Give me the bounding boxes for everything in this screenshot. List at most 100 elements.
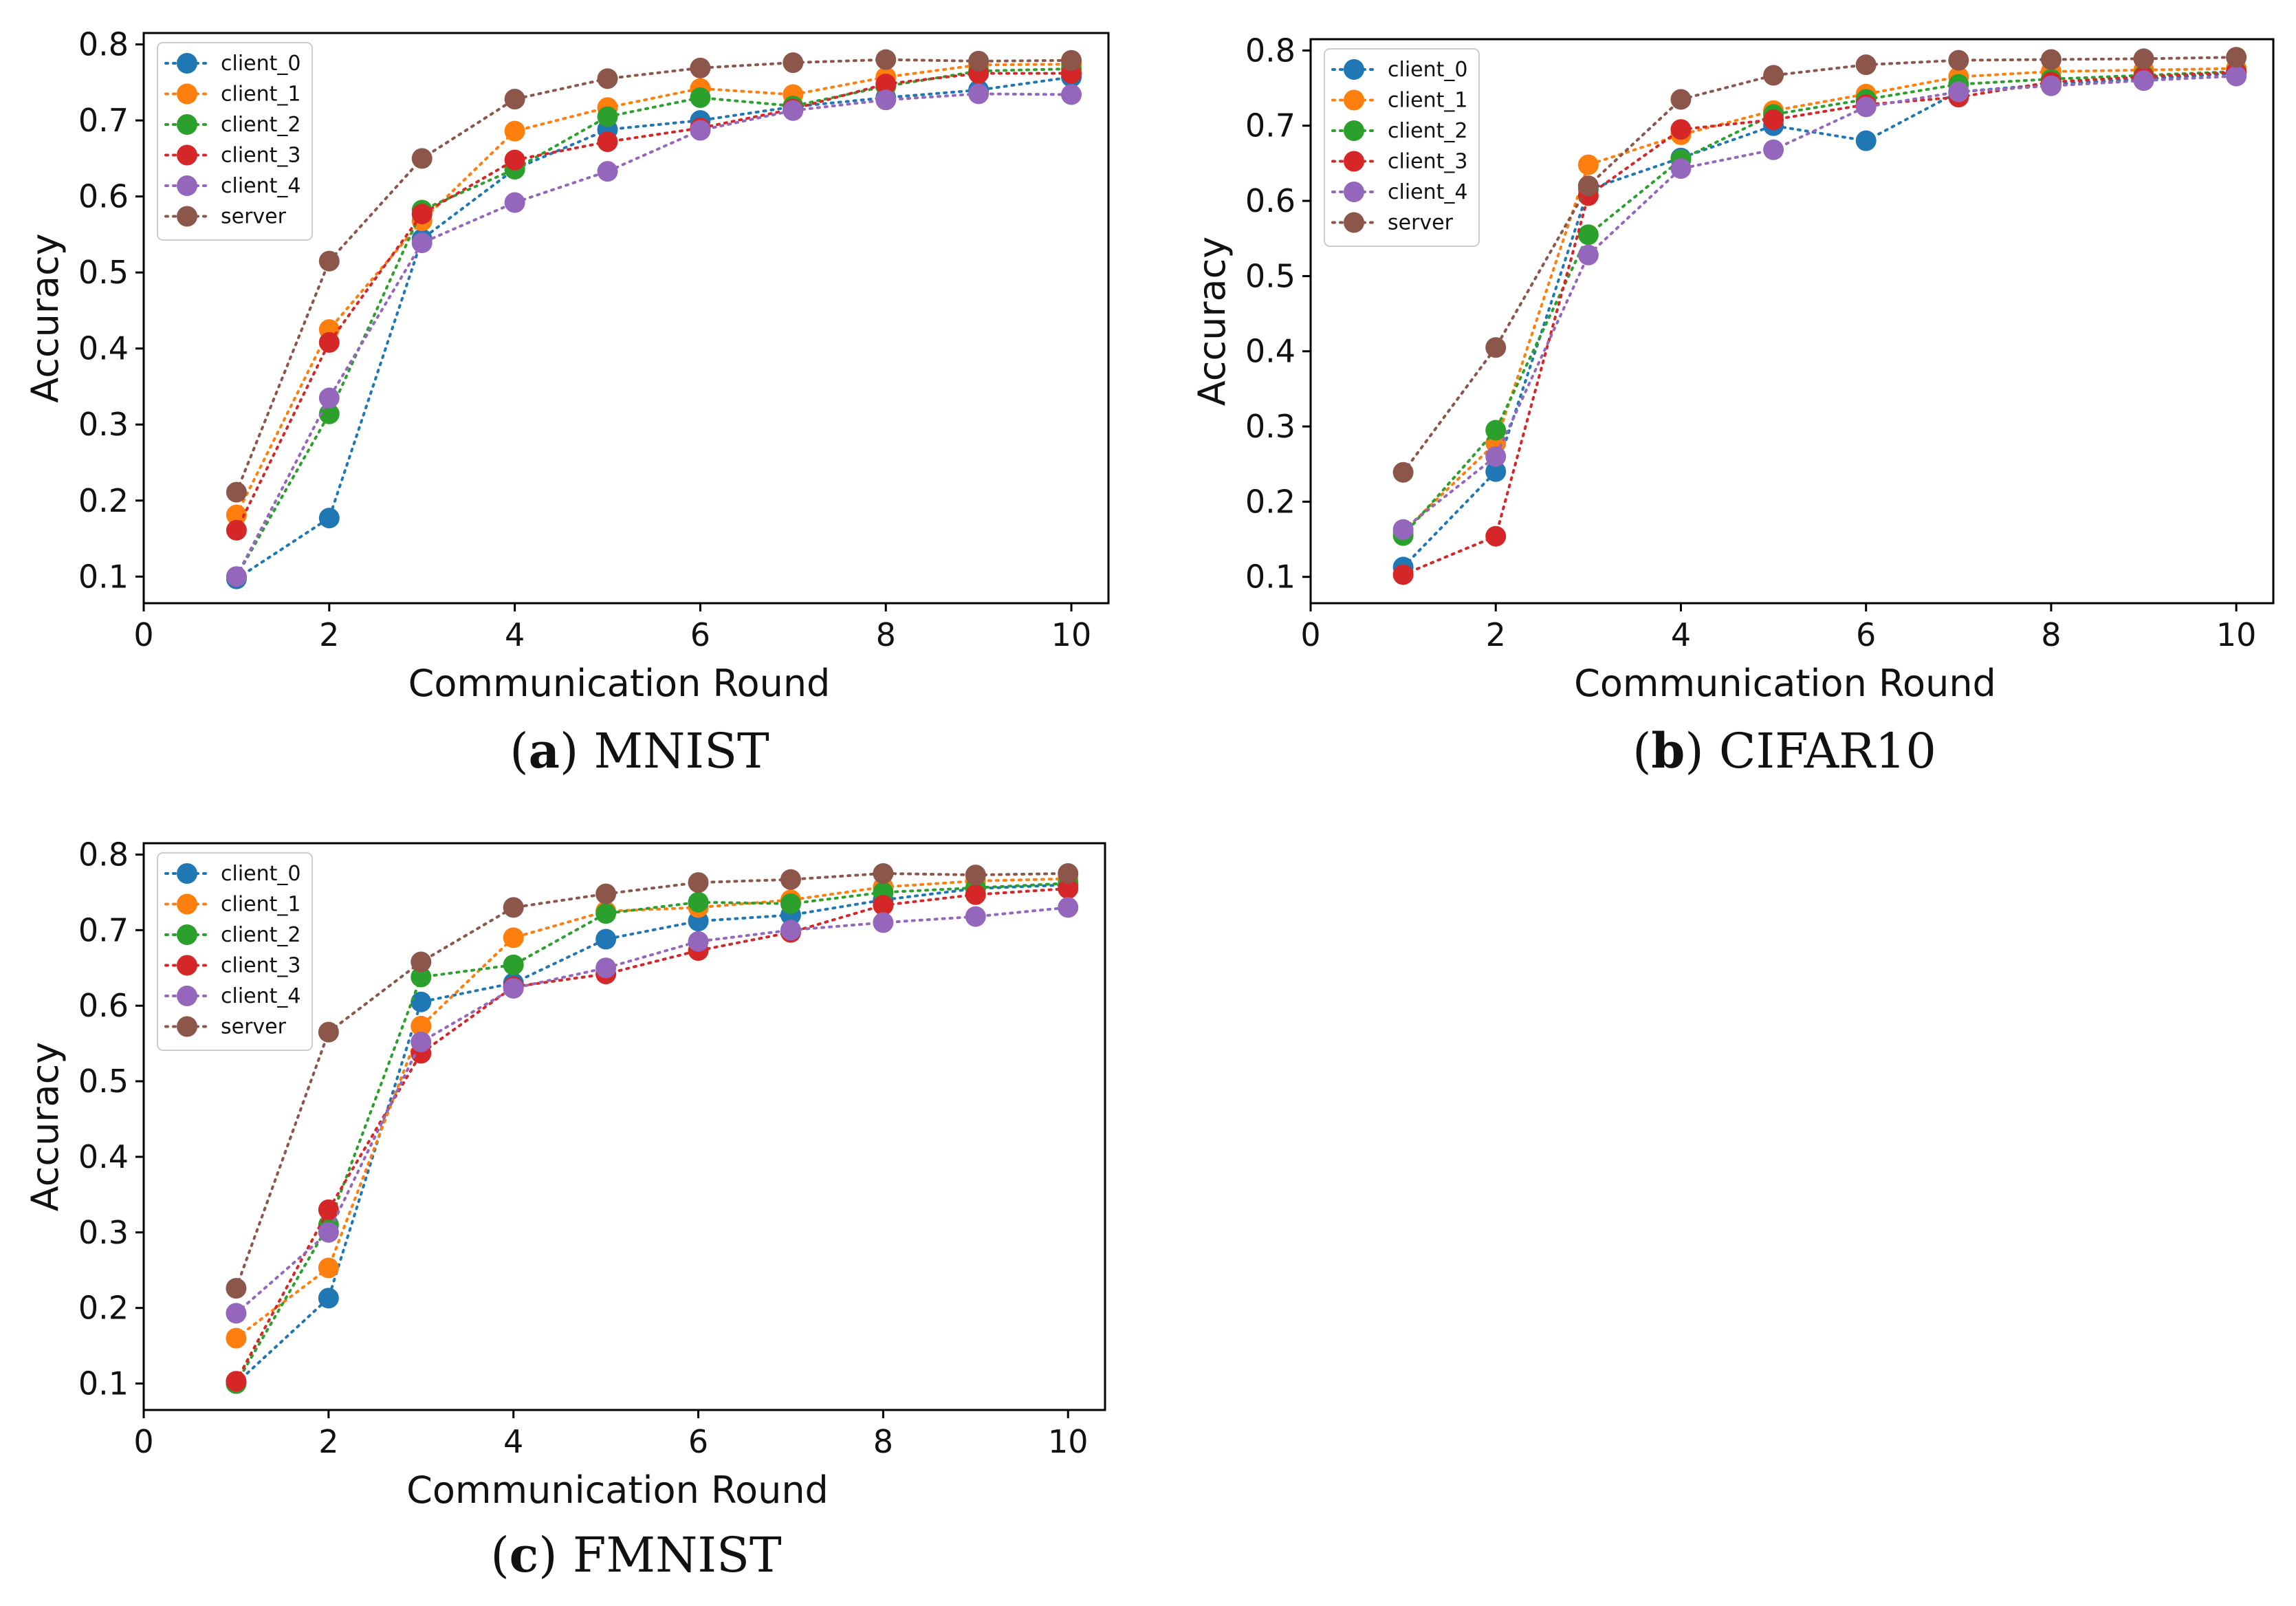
data-point-server <box>2133 48 2154 69</box>
data-point-client_4 <box>1577 244 1599 265</box>
series-client_4 <box>226 897 1079 1324</box>
data-point-server <box>1670 89 1692 110</box>
data-point-server <box>226 481 247 503</box>
series-line-client_2 <box>234 67 1073 578</box>
data-point-server <box>226 1278 247 1299</box>
data-point-client_3 <box>318 1199 339 1220</box>
data-point-server <box>1485 337 1507 358</box>
y-axis-label: Accuracy <box>23 1042 67 1212</box>
data-point-server <box>318 250 340 272</box>
data-point-client_2 <box>411 966 432 988</box>
data-point-client_3 <box>1670 119 1692 140</box>
y-axis-label: Accuracy <box>1190 237 1234 406</box>
data-point-client_3 <box>1058 878 1079 899</box>
data-point-client_4 <box>1392 519 1414 540</box>
data-point-client_4 <box>1485 446 1507 467</box>
series-client_2 <box>226 58 1082 587</box>
y-tick-label: 0.4 <box>78 1138 129 1175</box>
series-server <box>1392 47 2247 483</box>
legend-label-client_1: client_1 <box>221 83 300 107</box>
data-point-server <box>411 951 432 973</box>
series-line-client_4 <box>234 906 1070 1315</box>
y-tick-label: 0.8 <box>78 26 129 63</box>
data-point-client_1 <box>411 1015 432 1037</box>
legend-label-client_2: client_2 <box>221 923 300 947</box>
data-point-client_4 <box>595 957 617 979</box>
panel-caption: (b) CIFAR10 <box>1632 722 1936 779</box>
series-line-client_1 <box>234 877 1070 1340</box>
y-axis-label: Accuracy <box>23 233 67 403</box>
legend-marker-client_2 <box>177 114 197 135</box>
series-server <box>226 49 1082 503</box>
legend-label-client_3: client_3 <box>221 144 300 168</box>
data-point-client_4 <box>2226 65 2247 87</box>
panel-caption: (a) MNIST <box>510 722 769 779</box>
y-tick-label: 0.5 <box>78 254 129 291</box>
data-point-server <box>1948 50 1969 71</box>
data-point-client_2 <box>597 106 618 127</box>
y-tick-label: 0.5 <box>1245 257 1295 294</box>
series-client_2 <box>226 873 1079 1394</box>
x-tick-label: 0 <box>133 616 153 653</box>
legend-label-server: server <box>221 1015 287 1039</box>
data-point-server <box>1855 54 1877 76</box>
data-point-client_2 <box>1485 420 1507 441</box>
series-line-server <box>234 871 1070 1290</box>
legend-label-client_3: client_3 <box>221 954 300 978</box>
data-point-client_3 <box>965 884 986 905</box>
legend-marker-client_0 <box>177 53 197 74</box>
series-line-client_3 <box>234 72 1073 532</box>
data-point-client_0 <box>1855 130 1877 151</box>
series-line-client_1 <box>1401 67 2238 534</box>
legend-label-server: server <box>221 205 287 229</box>
y-tick-label: 0.2 <box>1245 483 1295 520</box>
data-point-client_4 <box>1855 96 1877 118</box>
y-tick-label: 0.6 <box>78 987 129 1024</box>
series-line-client_2 <box>1401 70 2238 537</box>
data-point-server <box>873 862 894 884</box>
legend-label-client_1: client_1 <box>221 893 300 917</box>
data-point-server <box>1763 65 1784 86</box>
legend-label-client_0: client_0 <box>1388 58 1467 82</box>
legend-marker-client_2 <box>177 924 197 945</box>
x-axis-label: Communication Round <box>408 662 831 705</box>
data-point-client_4 <box>1061 84 1082 105</box>
legend-marker-client_2 <box>1344 120 1364 141</box>
series-client_0 <box>226 67 1082 589</box>
data-point-server <box>688 872 709 893</box>
legend-label-client_4: client_4 <box>221 174 300 198</box>
series-line-client_2 <box>234 882 1070 1385</box>
legend-marker-client_4 <box>1344 182 1364 202</box>
data-point-client_4 <box>2133 70 2154 91</box>
data-point-client_1 <box>226 1327 247 1349</box>
legend-label-client_1: client_1 <box>1388 89 1467 113</box>
y-tick-label: 0.2 <box>78 482 129 519</box>
data-point-client_1 <box>226 504 247 525</box>
legend-label-client_2: client_2 <box>1388 119 1467 143</box>
legend-marker-client_4 <box>177 986 197 1006</box>
y-tick-label: 0.7 <box>78 911 129 948</box>
data-point-client_2 <box>688 891 709 913</box>
data-point-client_4 <box>411 232 433 254</box>
data-point-client_3 <box>226 1371 247 1392</box>
series-line-client_0 <box>234 76 1073 580</box>
legend-marker-client_1 <box>1344 89 1364 111</box>
data-point-client_2 <box>503 954 524 975</box>
legend-marker-client_3 <box>1344 151 1364 172</box>
data-point-client_1 <box>504 120 525 142</box>
x-tick-label: 10 <box>1051 616 1092 653</box>
data-point-client_3 <box>318 332 340 353</box>
series-server <box>226 862 1079 1299</box>
x-tick-label: 2 <box>1486 616 1506 653</box>
data-point-server <box>2040 49 2062 70</box>
data-point-client_4 <box>1763 139 1784 160</box>
data-point-server <box>318 1021 339 1043</box>
legend-marker-client_1 <box>177 893 197 915</box>
data-point-client_0 <box>595 929 617 950</box>
chart-panel-b: 0 2 4 6 8 10 0.1 0.2 0.3 0.4 0.5 0.6 0.7 0.8 Communica… <box>1190 32 2275 779</box>
panel-caption: (c) FMNIST <box>490 1526 781 1583</box>
data-point-server <box>504 89 525 110</box>
y-tick-label: 0.8 <box>1245 32 1295 69</box>
series-client_3 <box>226 63 1082 541</box>
series-line-server <box>234 58 1073 494</box>
